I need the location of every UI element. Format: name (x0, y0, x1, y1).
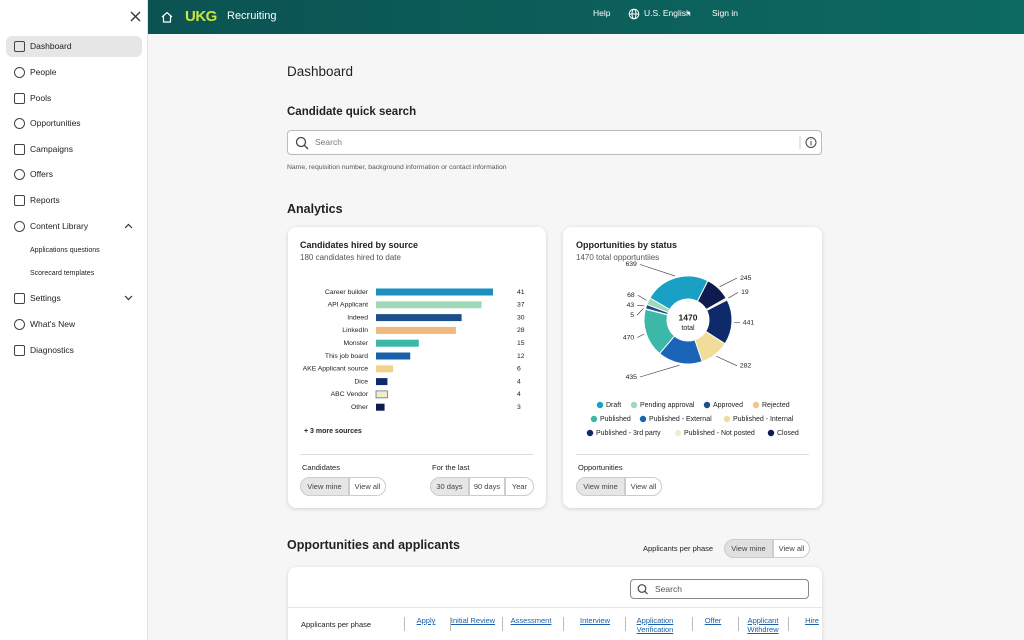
nav-icon (14, 319, 25, 330)
phase-link[interactable]: Interview (579, 616, 610, 625)
nav-item[interactable]: Offers (30, 169, 53, 179)
phase-separator (625, 617, 626, 631)
phase-separator (449, 617, 451, 631)
search-placeholder[interactable]: Search (315, 137, 342, 147)
card-hired-by-source (288, 227, 546, 508)
analytics-heading: Analytics (287, 202, 343, 216)
globe-icon (628, 7, 640, 20)
phase-link[interactable]: Assessment (510, 616, 552, 625)
nav-subitem[interactable]: Applications questions (30, 247, 100, 254)
header-link[interactable]: U.S. English (644, 8, 691, 18)
nav-icon (14, 144, 25, 155)
language-caret: ▾ (687, 11, 691, 17)
nav-icon (14, 293, 25, 304)
phase-separator (502, 617, 503, 631)
table-divider (288, 607, 822, 608)
section-heading: Opportunities and applicants (287, 538, 460, 552)
toggle-button[interactable]: View all (625, 477, 662, 496)
nav-subitem[interactable]: Scorecard templates (30, 270, 95, 277)
nav-icon (14, 345, 25, 356)
close-button[interactable] (129, 8, 143, 26)
nav-item[interactable]: Opportunities (30, 118, 81, 128)
card-divider (576, 454, 809, 455)
card-subtitle: 1470 total opportuntiies (576, 253, 660, 262)
nav-item[interactable]: Content Library (30, 221, 89, 231)
search-box[interactable] (287, 130, 822, 155)
phase-link[interactable]: Apply (416, 616, 436, 625)
filter-label: For the last (432, 463, 470, 472)
nav-icon (14, 195, 25, 206)
phase-separator (738, 617, 739, 631)
phase-separator (692, 617, 693, 631)
card-subtitle: 180 candidates hired to date (300, 253, 401, 262)
toggle-button[interactable]: View mine (300, 477, 349, 496)
phase-link[interactable]: Hire (805, 616, 819, 625)
nav-icon (14, 93, 25, 104)
header-link[interactable]: Sign in (712, 8, 738, 18)
product-name: Recruiting (227, 10, 277, 22)
search-heading: Candidate quick search (287, 106, 417, 118)
nav-item[interactable]: Settings (30, 293, 61, 303)
card-title: Candidates hired by source (300, 240, 419, 250)
phase-link[interactable]: Offer (704, 616, 722, 625)
toggle-button[interactable]: View all (349, 477, 386, 496)
logo: UKG (185, 8, 217, 25)
phase-link[interactable]: Applicant Withdrew (747, 616, 779, 634)
nav-active (6, 36, 142, 57)
phase-link[interactable]: Application Verification (636, 616, 674, 634)
filter-label: Opportunities (578, 463, 623, 472)
nav-item[interactable]: Campaigns (30, 144, 73, 154)
table-search-icon (637, 584, 648, 595)
home-glyph (161, 11, 173, 23)
nav-icon (14, 118, 25, 129)
nav-icon (14, 169, 25, 180)
table-search-box[interactable] (630, 579, 809, 599)
filter-label: Candidates (302, 463, 340, 472)
nav-icon (14, 67, 25, 78)
search-icons (295, 136, 817, 150)
toggle-button[interactable]: 30 days (430, 477, 469, 496)
toggle-button[interactable]: View all (773, 539, 810, 558)
card-title: Opportunities by status (576, 240, 678, 250)
nav-item[interactable]: Dashboard (30, 41, 72, 51)
toggle-button[interactable]: 90 days (469, 477, 505, 496)
nav-item[interactable]: Pools (30, 93, 52, 103)
search-hint: Name, requisition number, background inf… (287, 164, 507, 171)
header-link[interactable]: Help (593, 8, 611, 18)
toggle-button[interactable]: View mine (576, 477, 625, 496)
phase-separator (563, 617, 564, 631)
sidebar (0, 0, 148, 640)
nav-item[interactable]: Diagnostics (30, 345, 74, 355)
nav-icon (14, 41, 25, 52)
phase-separator (787, 617, 789, 631)
nav-item[interactable]: Reports (30, 195, 60, 205)
home-icon[interactable] (160, 10, 174, 24)
header-bar (148, 0, 1024, 34)
phase-separator (404, 617, 405, 631)
page-title: Dashboard (287, 64, 354, 79)
row-label: Applicants per phase (301, 620, 372, 629)
nav-item[interactable]: What's New (30, 319, 76, 329)
globe-glyph (628, 8, 640, 20)
close-icon (130, 11, 141, 22)
toggle-button[interactable]: View mine (724, 539, 773, 558)
toggle-button[interactable]: Year (505, 477, 534, 496)
phase-link[interactable]: Initial Review (450, 616, 496, 625)
card-divider (300, 454, 533, 455)
nav-icon (14, 221, 25, 232)
toggle-label: Applicants per phase (643, 544, 714, 553)
nav-item[interactable]: People (30, 67, 57, 77)
card-opportunities-by-status (563, 227, 822, 508)
table-search-placeholder[interactable]: Search (655, 584, 682, 594)
